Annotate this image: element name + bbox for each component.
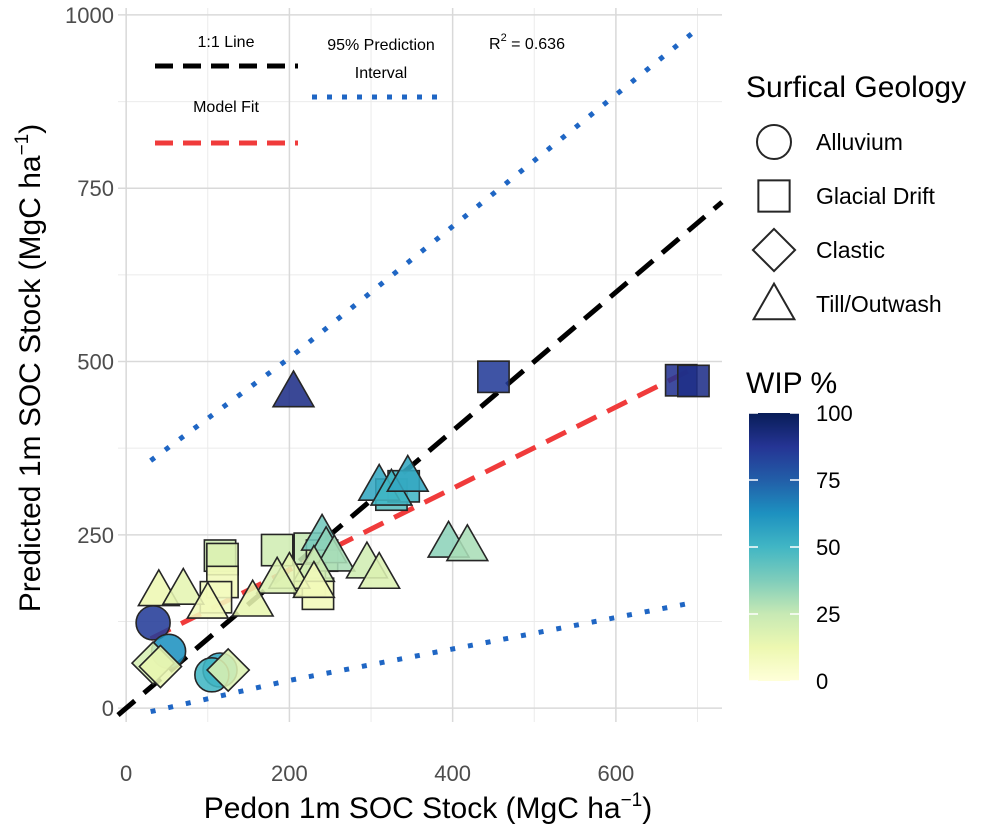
r-squared-annotation: R2 = 0.636 xyxy=(489,32,565,53)
grid xyxy=(118,8,722,722)
x-tick-label: 400 xyxy=(434,761,471,786)
data-point-triangle xyxy=(161,566,206,606)
data-point-triangle xyxy=(357,550,401,590)
y-tick-label: 500 xyxy=(77,350,114,375)
colorbar-tick-label: 75 xyxy=(816,468,840,493)
x-tick-label: 200 xyxy=(271,761,308,786)
data-point-diamond xyxy=(138,644,183,689)
data-points xyxy=(130,360,710,693)
series-line-1-1-line xyxy=(116,200,724,717)
data-point-triangle xyxy=(385,453,430,493)
y-tick-label: 250 xyxy=(77,523,114,548)
legend-model-fit-label: Model Fit xyxy=(193,99,259,116)
legend-one-to-one-label: 1:1 Line xyxy=(198,34,255,51)
shape-legend-title: Surfical Geology xyxy=(746,71,966,104)
color-legend-title: WIP % xyxy=(746,367,837,400)
y-tick-label: 750 xyxy=(77,176,114,201)
legend-pi-label-line2: Interval xyxy=(355,65,407,82)
colorbar-tick-label: 100 xyxy=(816,401,853,426)
x-axis-ticks: 0 200 400 600 xyxy=(120,761,634,786)
data-point-triangle xyxy=(271,369,316,408)
legend-key-diamond xyxy=(751,227,797,273)
legend-label-triangle: Till/Outwash xyxy=(816,291,942,317)
legend-label-diamond: Clastic xyxy=(816,237,885,263)
series-line-95-pi-upper xyxy=(149,30,696,463)
data-point-diamond xyxy=(205,647,251,693)
colorbar-tick-label: 50 xyxy=(816,535,840,560)
data-point-triangle xyxy=(445,523,490,562)
legend-key-circle xyxy=(756,124,792,160)
data-point-triangle xyxy=(292,559,336,599)
y-tick-label: 0 xyxy=(102,696,114,721)
legend-label-circle: Alluvium xyxy=(816,129,903,155)
shape-legend: Surfical Geology Alluvium Glacial Drift Cl… xyxy=(746,71,966,321)
legend-label-square: Glacial Drift xyxy=(816,183,935,209)
color-legend: WIP % 0 25 50 75 100 xyxy=(746,367,853,694)
colorbar-tick-label: 25 xyxy=(816,602,840,627)
data-point-triangle xyxy=(186,580,230,619)
legend-key-square xyxy=(757,179,791,213)
x-tick-label: 0 xyxy=(120,761,132,786)
series-lines xyxy=(116,30,724,717)
x-tick-label: 600 xyxy=(598,761,635,786)
legend-key-triangle xyxy=(751,281,797,321)
data-point-triangle xyxy=(230,578,275,617)
data-point-square xyxy=(477,360,510,394)
y-axis-ticks: 0 250 500 750 1000 xyxy=(65,3,114,721)
y-tick-label: 1000 xyxy=(65,3,114,28)
y-axis-title: Predicted 1m SOC Stock (MgC ha−1) xyxy=(12,124,47,613)
legend-pi-label-line1: 95% Prediction xyxy=(327,37,435,54)
data-point-triangle xyxy=(255,555,299,594)
colorbar-tick-label: 0 xyxy=(816,669,828,694)
data-point-square xyxy=(676,364,710,398)
inplot-legend: 1:1 Line Model Fit 95% Prediction Interv… xyxy=(155,32,565,146)
x-axis-title: Pedon 1m SOC Stock (MgC ha−1) xyxy=(204,790,653,825)
